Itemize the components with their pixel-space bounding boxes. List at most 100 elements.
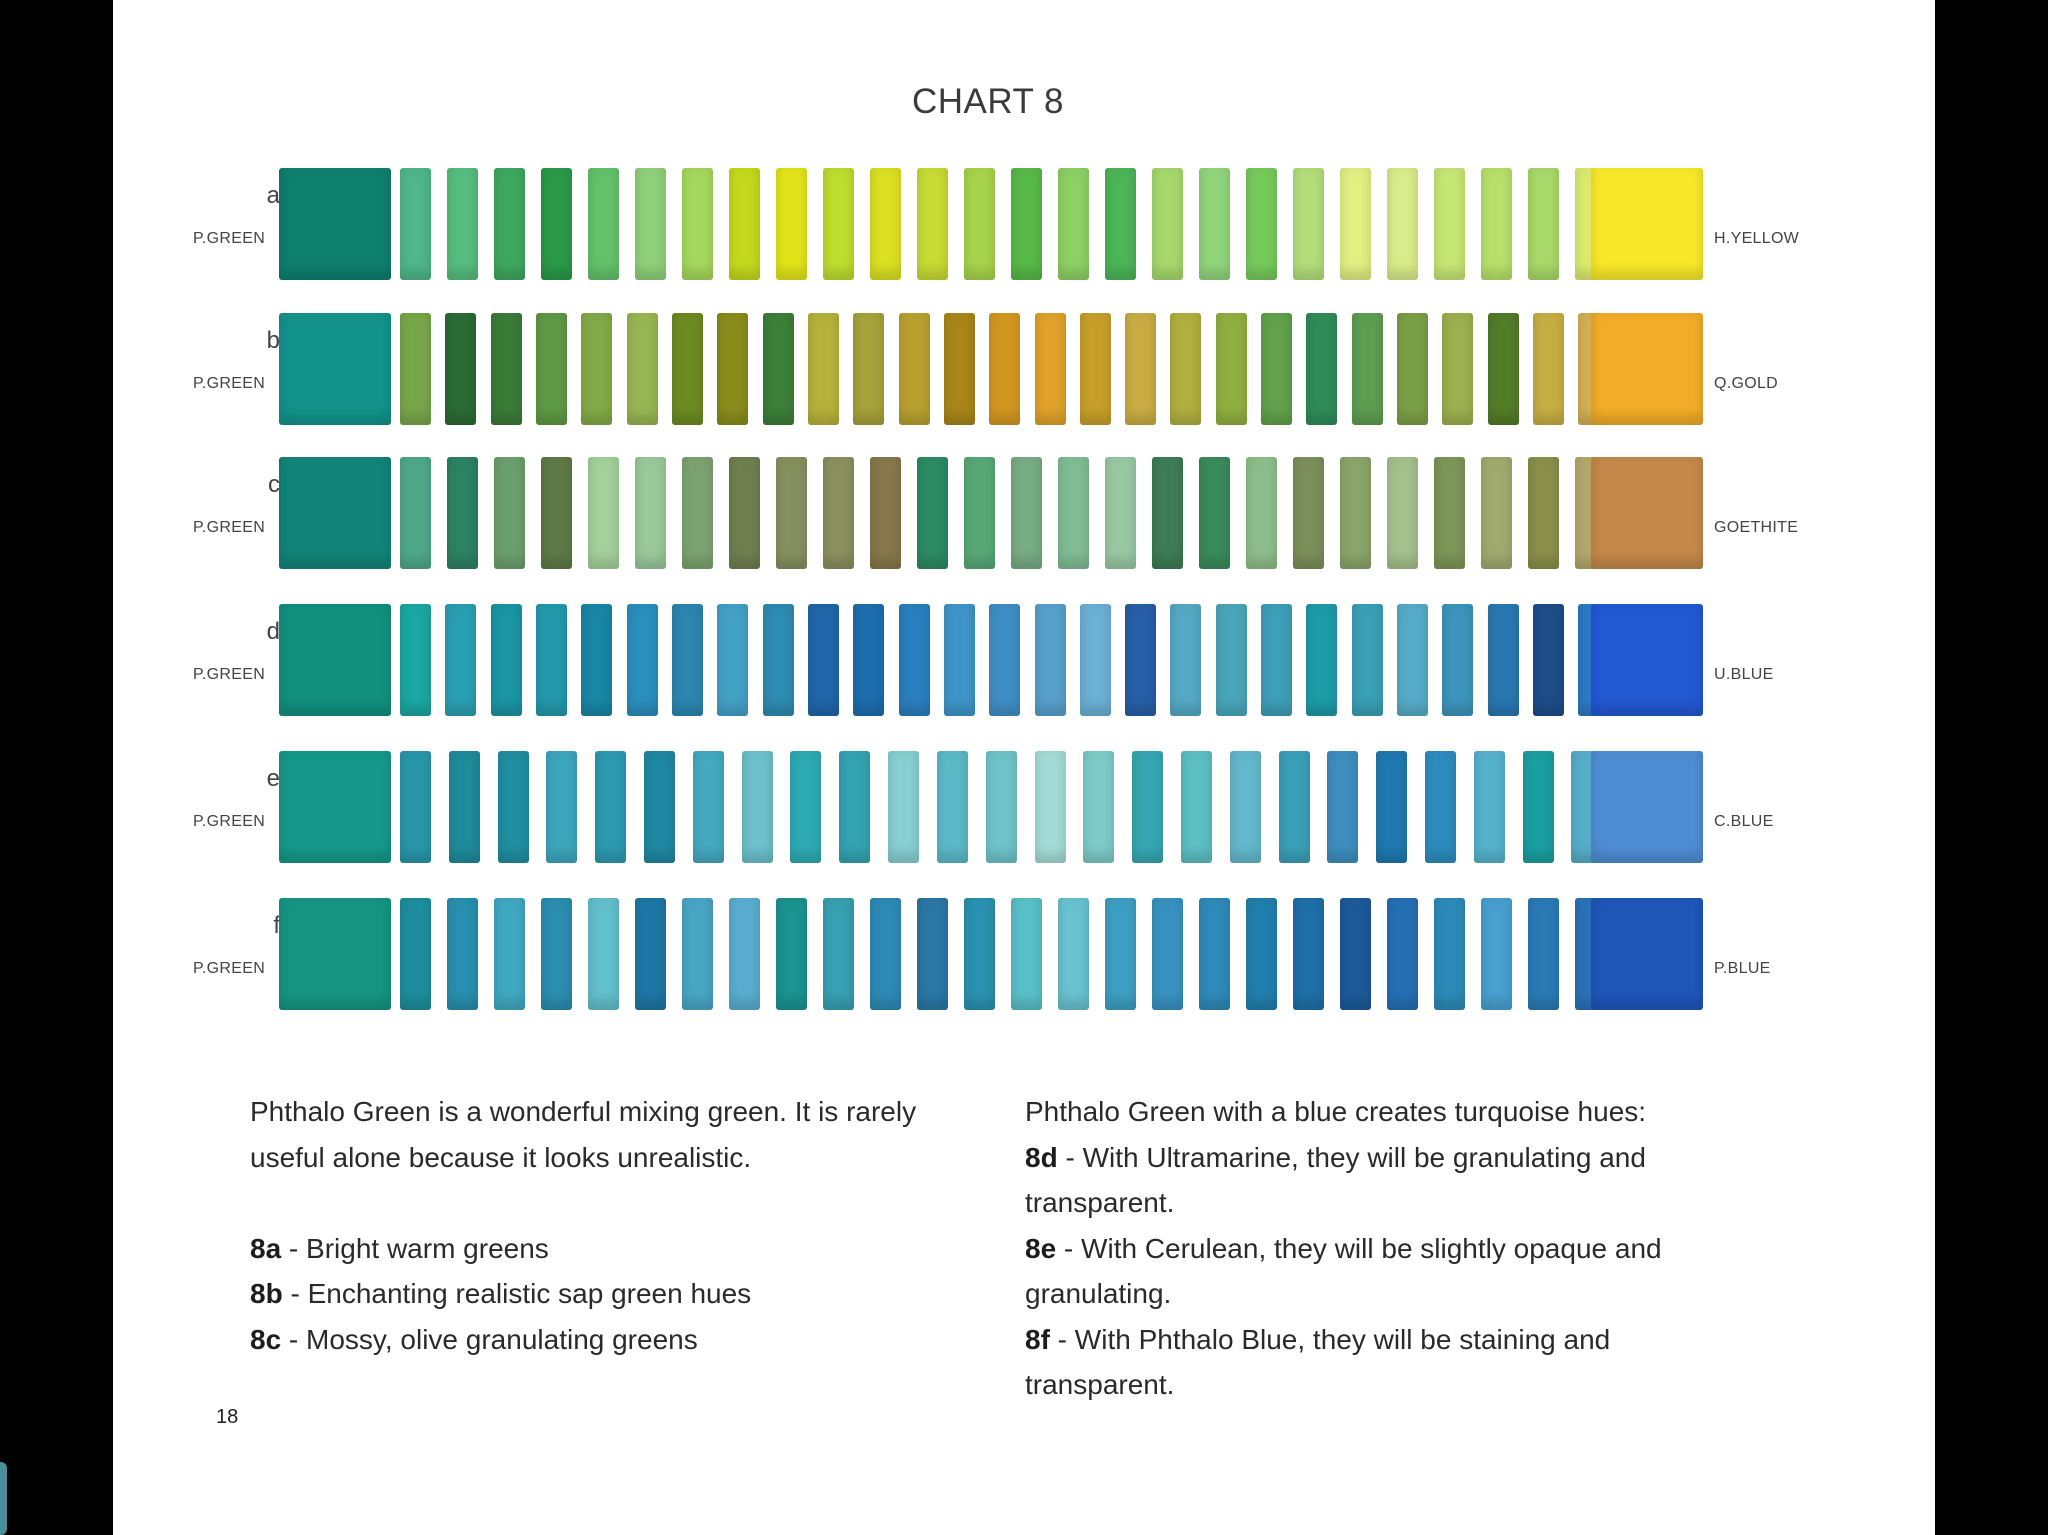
- note-code: 8e: [1025, 1232, 1057, 1264]
- mix-swatch: [447, 168, 478, 280]
- mix-swatch: [693, 751, 724, 863]
- mix-swatch: [447, 898, 478, 1010]
- mix-swatch: [1387, 457, 1418, 569]
- mix-swatch: [1340, 457, 1371, 569]
- mix-swatch: [1533, 604, 1564, 716]
- mix-swatch: [1105, 898, 1136, 1010]
- mix-swatch: [400, 168, 431, 280]
- mix-swatch: [1261, 604, 1292, 716]
- mix-swatch: [635, 457, 666, 569]
- mix-swatch: [1352, 604, 1383, 716]
- mix-swatch: [1306, 604, 1337, 716]
- note-code: 8f: [1025, 1323, 1050, 1355]
- mix-swatch: [672, 313, 703, 425]
- mix-swatch: [1170, 313, 1201, 425]
- row-letter: c: [268, 471, 280, 498]
- mix-swatch: [1035, 313, 1066, 425]
- note-8c: 8c - Mossy, olive granulating greens: [250, 1317, 1010, 1363]
- note-8e: 8e - With Cerulean, they will be slightl…: [1025, 1226, 1785, 1272]
- mix-swatch: [1340, 898, 1371, 1010]
- mix-swatch: [1152, 898, 1183, 1010]
- mix-swatch: [1080, 604, 1111, 716]
- mix-swatch: [1035, 604, 1066, 716]
- mix-swatch: [729, 898, 760, 1010]
- left-pigment-label: P.GREEN: [193, 666, 266, 683]
- mix-swatch: [1340, 168, 1371, 280]
- mix-swatch: [1397, 604, 1428, 716]
- book-page: CHART 8 a P.GREEN H.YELLOW b P.GREEN Q.GOLD c P…: [113, 0, 1935, 1535]
- end-pigment-swatch: [1591, 751, 1703, 863]
- page-number: 18: [216, 1406, 239, 1428]
- left-pigment-label: P.GREEN: [193, 375, 266, 392]
- mix-swatch: [400, 313, 431, 425]
- side-edge-tab[interactable]: [0, 1462, 7, 1535]
- mix-swatch: [627, 604, 658, 716]
- note-text: - Mossy, olive granulating greens: [281, 1323, 698, 1355]
- start-pigment-swatch: [279, 457, 391, 569]
- mix-swatch: [823, 457, 854, 569]
- mix-swatch: [672, 604, 703, 716]
- mix-swatch: [1434, 457, 1465, 569]
- mix-swatch: [682, 457, 713, 569]
- mix-swatch: [917, 898, 948, 1010]
- mix-swatch: [776, 457, 807, 569]
- mix-swatch: [588, 168, 619, 280]
- mix-swatch: [1181, 751, 1212, 863]
- mix-swatch: [1481, 457, 1512, 569]
- mix-swatch: [1528, 168, 1559, 280]
- note-text: - With Phthalo Blue, they will be staini…: [1049, 1323, 1611, 1355]
- mix-swatch: [1488, 604, 1519, 716]
- mix-swatch: [1011, 457, 1042, 569]
- left-pigment-label: P.GREEN: [193, 519, 266, 536]
- mix-swatch: [536, 604, 567, 716]
- mix-swatch: [491, 313, 522, 425]
- end-pigment-swatch: [1591, 313, 1703, 425]
- mix-swatch: [494, 898, 525, 1010]
- start-pigment-swatch: [279, 898, 391, 1010]
- chart-row-d: d P.GREEN U.BLUE: [113, 604, 1935, 734]
- mix-swatch: [1058, 168, 1089, 280]
- note-code: 8b: [250, 1278, 283, 1309]
- right-pigment-label: GOETHITE: [1714, 519, 1799, 536]
- mix-swatch: [1481, 898, 1512, 1010]
- note-code: 8c: [250, 1323, 282, 1355]
- mix-swatch: [644, 751, 675, 863]
- mix-swatch: [635, 898, 666, 1010]
- mix-swatch: [682, 898, 713, 1010]
- left-pigment-label: P.GREEN: [193, 230, 266, 247]
- right-pigment-label: U.BLUE: [1714, 666, 1774, 683]
- mix-swatch: [588, 457, 619, 569]
- mix-swatch: [1523, 751, 1554, 863]
- mix-swatch: [1080, 313, 1111, 425]
- end-pigment-swatch: [1591, 604, 1703, 716]
- mix-swatch: [1246, 898, 1277, 1010]
- note-8f-cont: transparent.: [1025, 1369, 1175, 1400]
- left-text-column: Phthalo Green is a wonderful mixing gree…: [250, 1089, 1010, 1362]
- mix-swatch: [541, 457, 572, 569]
- mix-swatch: [823, 168, 854, 280]
- mix-swatch: [635, 168, 666, 280]
- mix-swatch: [1376, 751, 1407, 863]
- mix-swatch: [536, 313, 567, 425]
- row-letter: f: [273, 912, 280, 939]
- mix-swatch: [717, 313, 748, 425]
- row-letter: a: [266, 182, 280, 209]
- chart-title: CHART 8: [912, 82, 1064, 121]
- mix-swatch: [1058, 898, 1089, 1010]
- mix-swatch: [964, 168, 995, 280]
- mix-swatch: [1199, 457, 1230, 569]
- mix-swatch: [1293, 457, 1324, 569]
- mix-swatch: [1442, 604, 1473, 716]
- mix-swatch: [1261, 313, 1292, 425]
- chart-row-c: c P.GREEN GOETHITE: [113, 457, 1935, 587]
- mix-swatch: [400, 604, 431, 716]
- mix-swatch: [1442, 313, 1473, 425]
- turquoise-intro: Phthalo Green with a blue creates turquo…: [1025, 1096, 1647, 1127]
- mix-swatch: [1083, 751, 1114, 863]
- mix-swatch: [1352, 313, 1383, 425]
- note-8f: 8f - With Phthalo Blue, they will be sta…: [1025, 1317, 1785, 1363]
- mix-swatch: [1246, 457, 1277, 569]
- mix-swatch: [546, 751, 577, 863]
- note-8b: 8b - Enchanting realistic sap green hues: [250, 1271, 1010, 1317]
- mix-swatch: [888, 751, 919, 863]
